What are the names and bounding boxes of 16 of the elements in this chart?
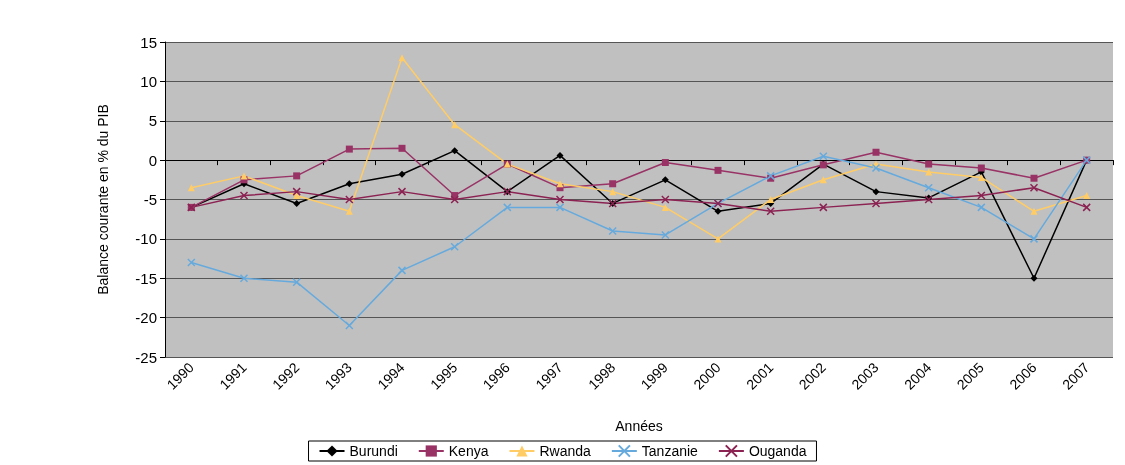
legend-label: Rwanda: [539, 443, 592, 459]
legend-label: Burundi: [349, 443, 398, 459]
y-tick-label: -5: [143, 191, 157, 208]
y-tick-label: -25: [135, 348, 157, 366]
y-axis-title: Balance courante en % du PIB: [95, 104, 111, 295]
y-tick-label: 0: [148, 151, 157, 169]
y-tick-label: -20: [135, 309, 157, 327]
legend-label: Kenya: [448, 443, 489, 459]
y-tick-label: 15: [140, 33, 157, 51]
y-tick-label: 10: [140, 72, 157, 90]
legend-label: Tanzanie: [641, 443, 699, 459]
y-tick-label: 5: [148, 112, 157, 130]
y-tick-label: -10: [135, 230, 157, 248]
x-axis-title: Années: [615, 418, 663, 434]
y-tick-label: -15: [135, 269, 157, 287]
legend-label: Ouganda: [748, 443, 807, 459]
